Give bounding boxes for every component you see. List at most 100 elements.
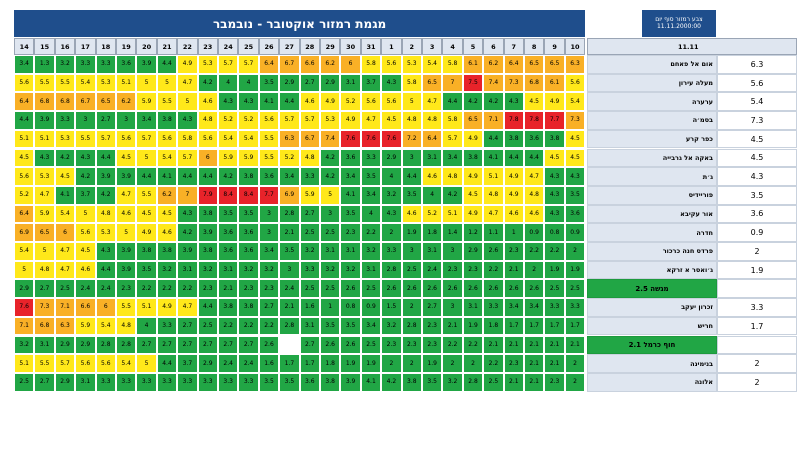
heatmap-cell: 5.4 [422, 55, 443, 74]
heatmap-cell: 3.7 [360, 73, 382, 93]
heatmap-cell: 2.3 [503, 354, 524, 373]
heatmap-cell: 5.8 [442, 55, 463, 74]
date-header: 18 [95, 38, 116, 55]
date-header: 14 [14, 38, 35, 55]
heatmap-cell: 3.3 [156, 316, 178, 336]
heatmap-cell: 2.2 [544, 242, 565, 261]
heatmap-cell: 3.1 [75, 372, 96, 392]
heatmap-cell: 6.1 [544, 73, 565, 93]
heatmap-cell: 6.4 [14, 204, 35, 224]
heatmap-cell: 4.7 [116, 185, 137, 205]
heatmap-cell: 2.2 [218, 316, 239, 336]
locality-name: כפר קרע [587, 129, 717, 149]
heatmap-cell: 1.9 [544, 260, 565, 280]
heatmap-cell: 2.6 [381, 279, 402, 299]
latest-score: 1.7 [717, 316, 797, 336]
heatmap-cell: 2.5 [54, 279, 76, 299]
heatmap-cell: 4.3 [238, 92, 259, 112]
heatmap-cell: 2.3 [381, 335, 402, 355]
heatmap-cell: 2.7 [177, 335, 198, 355]
heatmap-cell: 4.2 [442, 185, 463, 205]
heatmap-cell: 7.7 [258, 185, 280, 205]
heatmap-cell: 3 [401, 242, 422, 261]
heatmap-cell: 4.8 [483, 185, 504, 205]
heatmap-cell: 6.3 [564, 55, 586, 74]
heatmap-cell: 4.5 [54, 167, 76, 186]
heatmap-cell: 6.4 [422, 129, 443, 149]
heatmap-cell: 4.1 [156, 167, 178, 186]
heatmap-cell: 2.7 [299, 335, 320, 355]
heatmap-cell: 4.9 [156, 298, 178, 317]
heatmap-cell: 3.9 [116, 167, 137, 186]
heatmap-cell: 4.5 [75, 242, 96, 261]
heatmap-cell: 5.2 [218, 111, 239, 130]
heatmap-cell: 2.7 [299, 204, 320, 224]
heatmap-cell: 5.3 [401, 55, 422, 74]
heatmap-cell: 1.7 [544, 316, 565, 336]
heatmap-cell: 5.1 [14, 354, 35, 373]
heatmap-cell: 3.8 [401, 372, 422, 392]
heatmap-cell: 5.5 [116, 298, 137, 317]
heatmap-cell: 2.9 [54, 372, 76, 392]
heatmap-cell: 4.8 [401, 111, 422, 130]
heatmap-cell: 7.3 [503, 73, 524, 93]
heatmap-cell: 4.5 [156, 204, 178, 224]
heatmap-cell: 4.3 [564, 167, 586, 186]
heatmap-cell: 5.6 [156, 129, 178, 149]
heatmap-cell: 6.5 [524, 55, 545, 74]
heatmap-cell: 1.8 [320, 354, 341, 373]
heatmap-cell: 5.3 [320, 111, 341, 130]
heatmap-cell: 5.6 [95, 354, 116, 373]
heatmap-cell: 5.4 [14, 242, 35, 261]
heatmap-cell: 2.1 [442, 316, 463, 336]
heatmap-cell: 4.7 [177, 73, 198, 93]
heatmap-cell: 4.3 [95, 242, 116, 261]
heatmap-cell: 4.7 [360, 111, 382, 130]
heatmap-cell: 4.8 [299, 148, 320, 168]
heatmap-cell: 5.5 [136, 185, 157, 205]
heatmap-cell: 4.9 [462, 129, 484, 149]
heatmap-cell: 3.3 [218, 372, 239, 392]
heatmap-cell: 2.4 [75, 279, 96, 299]
heatmap-cell: 5.5 [75, 129, 96, 149]
heatmap-cell: 2.3 [462, 260, 484, 280]
heatmap-cell: 2.2 [524, 242, 545, 261]
locality-name: בנימינה [587, 354, 717, 373]
latest-score: 6.3 [717, 55, 797, 74]
heatmap-cell: 6.8 [34, 92, 55, 112]
region-group-label: חוף כרמל 2.1 [587, 335, 717, 355]
latest-score: 3.5 [717, 185, 797, 205]
heatmap-cell: 3.6 [116, 55, 137, 74]
heatmap-cell: 2.2 [136, 279, 157, 299]
heatmap-cell: 3.2 [54, 55, 76, 74]
heatmap-cell: 1.1 [483, 223, 504, 242]
heatmap-cell: 3.3 [483, 298, 504, 317]
heatmap-cell: 7.8 [524, 111, 545, 130]
heatmap-cell: 6 [95, 298, 116, 317]
heatmap-cell: 2.2 [360, 223, 382, 242]
heatmap-cell: 2 [401, 354, 422, 373]
heatmap-cell: 6 [197, 148, 218, 168]
heatmap-cell: 4.3 [218, 92, 239, 112]
heatmap-cell: 5.6 [75, 354, 96, 373]
heatmap-cell: 4.8 [34, 260, 55, 280]
heatmap-cell: 4.8 [422, 111, 443, 130]
heatmap-cell: 2.8 [381, 260, 402, 280]
heatmap-cell: 2.7 [258, 298, 280, 317]
latest-score: 2 [717, 242, 797, 261]
heatmap-cell: 2.3 [340, 223, 361, 242]
heatmap-cell [279, 335, 300, 355]
heatmap-cell: 4 [360, 204, 382, 224]
heatmap-cell: 2.8 [462, 372, 484, 392]
heatmap-cell: 2.4 [218, 354, 239, 373]
heatmap-cell: 3.4 [442, 148, 463, 168]
heatmap-cell: 3.8 [218, 298, 239, 317]
heatmap-cell: 5 [156, 73, 178, 93]
heatmap-cell: 3.5 [340, 316, 361, 336]
heatmap-cell: 7.5 [462, 73, 484, 93]
date-header: 1 [381, 38, 402, 55]
heatmap-cell: 2.7 [218, 335, 239, 355]
heatmap-cell: 4.4 [136, 167, 157, 186]
heatmap-cell: 2.6 [258, 335, 280, 355]
